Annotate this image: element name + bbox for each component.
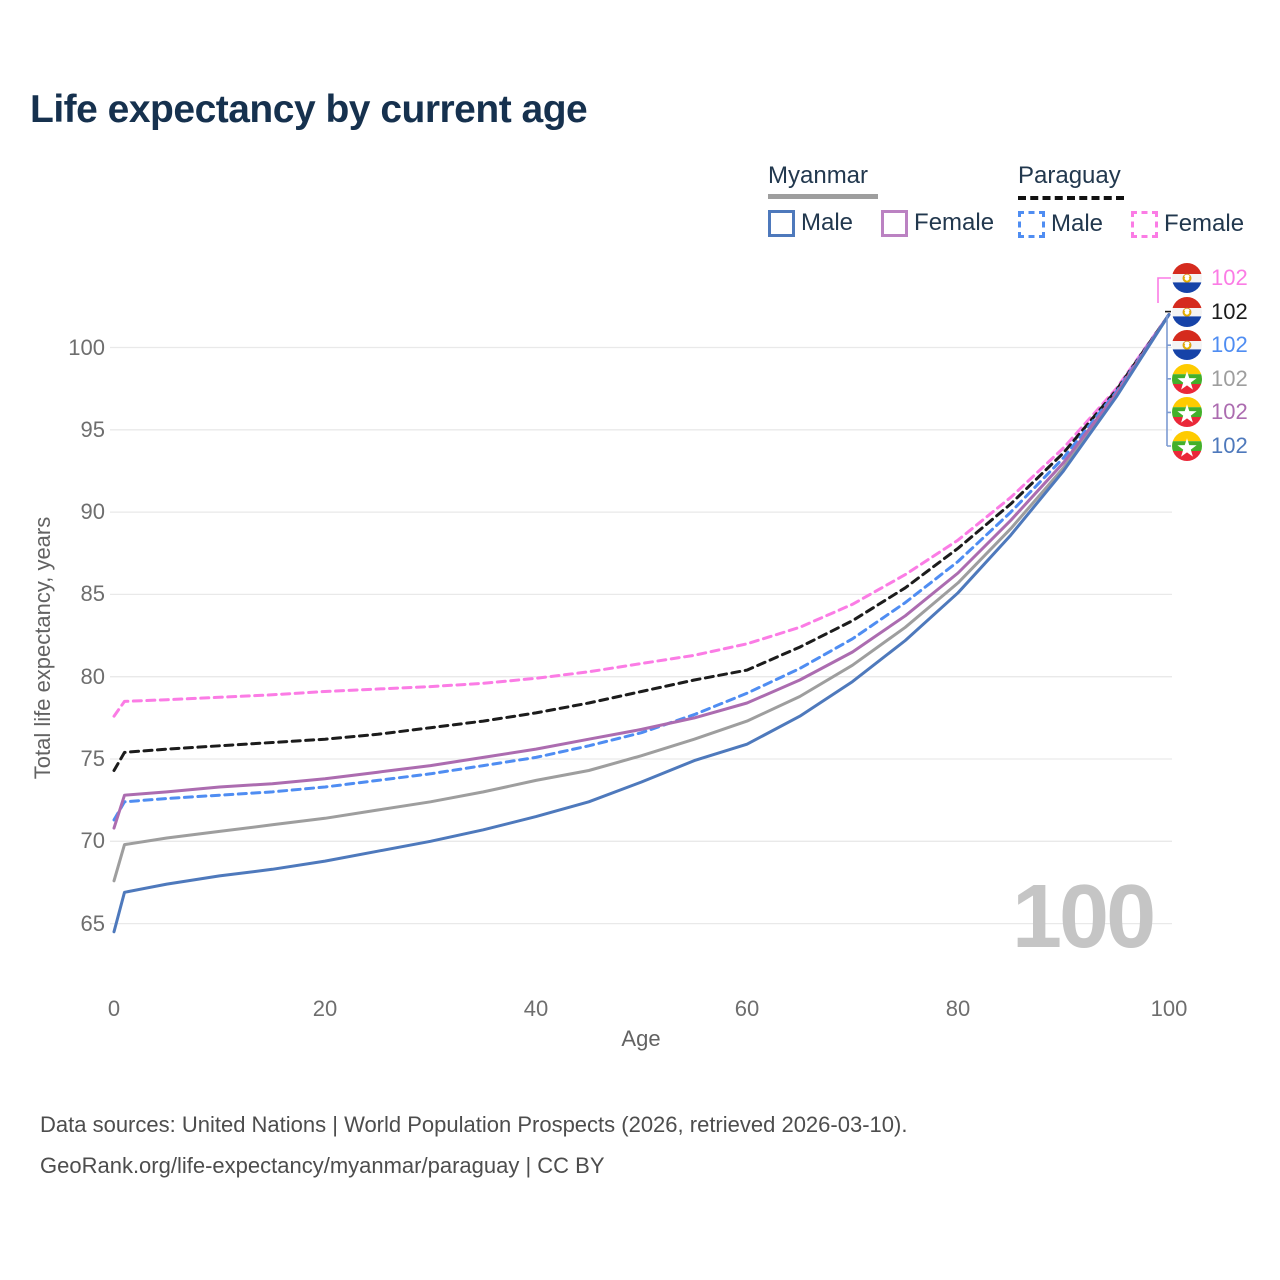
x-tick-label-0: 0	[107, 996, 121, 1021]
myanmar-female-swatch-icon	[881, 209, 909, 237]
end-label-myanmar-female[interactable]: 102	[1172, 397, 1248, 428]
legend-label: Female	[914, 209, 995, 236]
myanmar-flag-icon	[1172, 363, 1202, 394]
source-attribution: Data sources: United Nations | World Pop…	[40, 1104, 907, 1186]
paraguay-male-swatch-icon	[1018, 210, 1045, 238]
end-label-paraguay-male[interactable]: 102	[1172, 330, 1248, 361]
y-tick-label-75: 75	[80, 746, 105, 771]
y-tick-label-70: 70	[80, 828, 105, 854]
legend-item-paraguay-female[interactable]: Female	[1131, 210, 1244, 238]
end-label-paraguay-female[interactable]: 102	[1172, 263, 1248, 293]
paraguay-flag-icon	[1172, 296, 1202, 327]
myanmar-flag-icon	[1172, 397, 1202, 428]
x-tick-label-20: 20	[312, 996, 338, 1021]
data-source-line: Data sources: United Nations | World Pop…	[40, 1112, 908, 1137]
x-tick-label-60: 60	[734, 996, 760, 1021]
legend-item-paraguay-male[interactable]: Male	[1018, 210, 1103, 238]
end-value: 102	[1211, 265, 1248, 290]
end-label-myanmar-total[interactable]: 102	[1172, 363, 1248, 394]
series-line-myanmar-total[interactable]	[112, 313, 1171, 883]
connector-paraguay-female	[1157, 277, 1171, 303]
x-tick-label-100: 100	[1150, 996, 1188, 1021]
connector-right-group	[1166, 315, 1171, 447]
end-value: 102	[1211, 332, 1248, 358]
age-counter-watermark: 100	[1012, 867, 1156, 967]
legend-myanmar-line-sample	[768, 194, 878, 199]
y-tick-label-95: 95	[80, 416, 105, 442]
myanmar-flag-icon	[1172, 431, 1202, 461]
end-value: 102	[1211, 433, 1248, 458]
page-title: Life expectancy by current age	[30, 88, 588, 131]
x-tick-label-80: 80	[945, 996, 971, 1021]
legend-label: Male	[1051, 210, 1104, 237]
x-axis-title: Age	[621, 1026, 661, 1051]
legend-label: Female	[1164, 210, 1245, 237]
y-tick-label-85: 85	[80, 581, 105, 607]
link-line: GeoRank.org/life-expectancy/myanmar/para…	[40, 1153, 605, 1178]
series-line-myanmar-female[interactable]	[112, 313, 1171, 830]
legend-paraguay-line-sample	[1018, 196, 1124, 200]
legend-label: Male	[801, 209, 854, 236]
end-label-paraguay-total[interactable]: 102	[1172, 296, 1248, 327]
series-line-paraguay-male[interactable]	[112, 313, 1171, 822]
series-line-paraguay-female[interactable]	[112, 313, 1171, 718]
y-tick-label-100: 100	[68, 334, 105, 360]
series-line-paraguay-total[interactable]	[112, 313, 1171, 772]
legend-group-paraguay: Paraguay Male Female	[1018, 162, 1244, 238]
x-tick-label-40: 40	[523, 996, 549, 1021]
legend-group-myanmar: Myanmar Male Female	[768, 162, 994, 237]
paraguay-female-swatch-icon	[1131, 210, 1159, 238]
y-tick-label-90: 90	[80, 499, 105, 525]
legend-item-myanmar-female[interactable]: Female	[881, 209, 994, 237]
myanmar-male-swatch-icon	[768, 209, 795, 237]
y-tick-label-80: 80	[80, 663, 105, 689]
paraguay-flag-icon	[1172, 263, 1202, 293]
y-tick-label-65: 65	[80, 910, 105, 936]
legend-myanmar-title: Myanmar	[768, 162, 869, 189]
end-label-myanmar-male[interactable]: 102	[1172, 431, 1248, 461]
paraguay-flag-icon	[1172, 330, 1202, 361]
end-value: 102	[1211, 399, 1248, 425]
legend-paraguay-title: Paraguay	[1018, 162, 1121, 189]
series-line-myanmar-male[interactable]	[112, 313, 1171, 934]
end-value: 102	[1211, 298, 1248, 324]
legend-item-myanmar-male[interactable]: Male	[768, 209, 853, 237]
end-value: 102	[1211, 365, 1248, 391]
